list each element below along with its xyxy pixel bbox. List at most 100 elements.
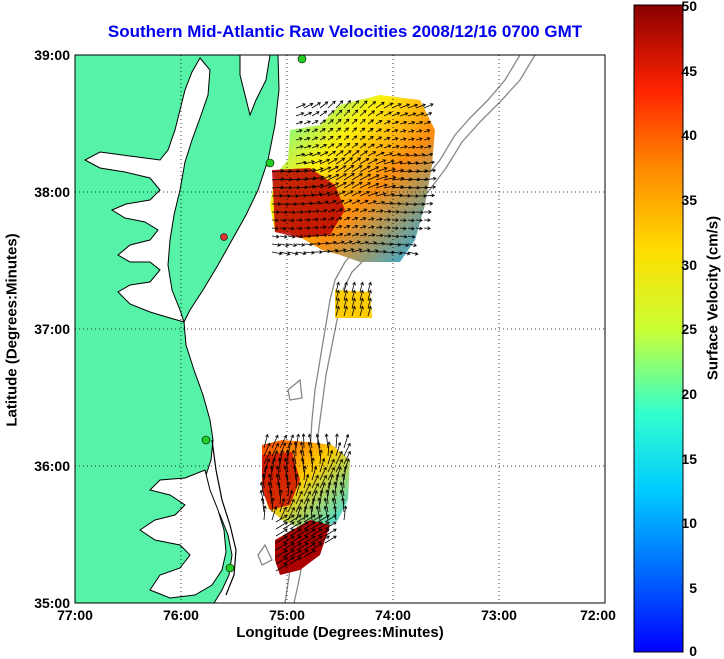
velocity-arrowhead	[305, 549, 309, 554]
velocity-arrow	[289, 514, 302, 523]
velocity-arrow	[367, 166, 379, 173]
velocity-arrowhead	[323, 225, 327, 230]
velocity-arrowhead	[333, 481, 338, 485]
velocity-field-cape	[275, 520, 330, 575]
velocity-arrowhead	[356, 199, 361, 204]
velocity-arrowhead	[362, 217, 367, 221]
velocity-arrowhead	[382, 159, 387, 163]
velocity-arrow	[407, 154, 417, 157]
velocity-arrow	[423, 121, 431, 125]
velocity-arrow	[407, 104, 418, 109]
velocity-arrow	[343, 466, 347, 481]
colorbar-tick: 0	[689, 643, 697, 659]
x-tick-label: 77:00	[57, 607, 93, 623]
station-marker	[265, 158, 275, 168]
velocity-arrow	[399, 187, 412, 189]
velocity-arrow	[407, 162, 419, 165]
velocity-arrowhead	[298, 549, 302, 554]
velocity-arrow	[303, 528, 316, 537]
velocity-arrow	[319, 175, 332, 181]
velocity-arrowhead	[403, 226, 407, 231]
velocity-arrowhead	[320, 167, 324, 171]
velocity-arrowhead	[279, 489, 283, 493]
velocity-arrowhead	[317, 102, 321, 106]
velocity-arrowhead	[305, 514, 309, 519]
velocity-arrow	[308, 442, 313, 457]
velocity-arrowhead	[283, 506, 287, 511]
velocity-arrow	[263, 505, 266, 521]
velocity-arrow	[399, 243, 409, 246]
velocity-arrowhead	[315, 474, 319, 479]
velocity-arrowhead	[369, 128, 374, 132]
velocity-arrow	[335, 442, 341, 457]
velocity-arrow	[383, 210, 392, 213]
velocity-arrowhead	[344, 297, 348, 302]
velocity-arrowhead	[298, 129, 303, 133]
velocity-arrowhead	[336, 297, 340, 302]
velocity-arrowhead	[282, 442, 286, 446]
velocity-arrowhead	[294, 251, 299, 256]
velocity-arrow	[359, 110, 367, 117]
velocity-arrowhead	[426, 129, 431, 133]
velocity-arrow	[343, 165, 354, 173]
velocity-arrow	[260, 482, 265, 497]
velocity-arrowhead	[325, 200, 329, 205]
velocity-arrow	[271, 506, 277, 521]
velocity-arrow	[319, 475, 327, 489]
velocity-arrowhead	[375, 166, 380, 170]
velocity-arrow	[276, 474, 281, 489]
velocity-arrow	[287, 178, 301, 181]
velocity-arrow	[359, 298, 364, 309]
colorbar-tick: 40	[681, 127, 697, 143]
velocity-arrowhead	[342, 190, 346, 195]
velocity-arrowhead	[328, 174, 332, 179]
velocity-arrowhead	[276, 481, 281, 485]
velocity-arrow	[383, 145, 391, 149]
velocity-arrow	[343, 290, 348, 301]
velocity-arrow	[327, 209, 335, 213]
velocity-arrowhead	[307, 433, 312, 438]
velocity-arrowhead	[259, 489, 264, 494]
velocity-arrowhead	[364, 150, 368, 154]
velocity-arrowhead	[272, 457, 276, 462]
velocity-arrowhead	[419, 120, 424, 125]
velocity-arrow	[423, 194, 435, 197]
velocity-arrow	[359, 225, 366, 229]
velocity-arrow	[335, 433, 338, 449]
velocity-arrow	[351, 306, 356, 317]
velocity-arrow	[383, 160, 395, 165]
velocity-arrow	[310, 514, 323, 523]
velocity-arrow	[308, 434, 313, 449]
velocity-arrowhead	[345, 127, 349, 131]
velocity-arrowhead	[383, 167, 388, 171]
velocity-arrowhead	[383, 249, 387, 254]
velocity-arrow	[423, 169, 436, 173]
velocity-arrow	[343, 506, 347, 521]
velocity-arrow	[303, 521, 316, 530]
velocity-arrow	[327, 127, 334, 133]
velocity-arrowhead	[330, 119, 334, 123]
velocity-arrowhead	[387, 217, 391, 222]
velocity-arrowhead	[339, 458, 343, 463]
velocity-arrowhead	[373, 200, 377, 204]
velocity-arrow	[359, 182, 371, 189]
velocity-arrow	[399, 251, 410, 255]
velocity-arrow	[303, 491, 311, 505]
velocity-arrow	[327, 143, 335, 149]
velocity-arrowhead	[336, 305, 340, 310]
velocity-arrow	[295, 153, 305, 157]
velocity-arrowhead	[267, 481, 272, 486]
velocity-arrow	[415, 112, 424, 117]
velocity-arrow	[287, 243, 297, 246]
velocity-arrowhead	[330, 474, 334, 478]
velocity-arrowhead	[307, 144, 312, 149]
velocity-arrowhead	[314, 128, 319, 133]
velocity-arrow	[351, 100, 359, 109]
velocity-arrow	[271, 178, 284, 181]
velocity-arrowhead	[346, 224, 351, 229]
velocity-arrowhead	[379, 111, 384, 115]
velocity-arrow	[343, 451, 351, 465]
velocity-arrow	[319, 209, 327, 213]
velocity-arrow	[375, 210, 383, 213]
velocity-arrowhead	[314, 120, 319, 124]
